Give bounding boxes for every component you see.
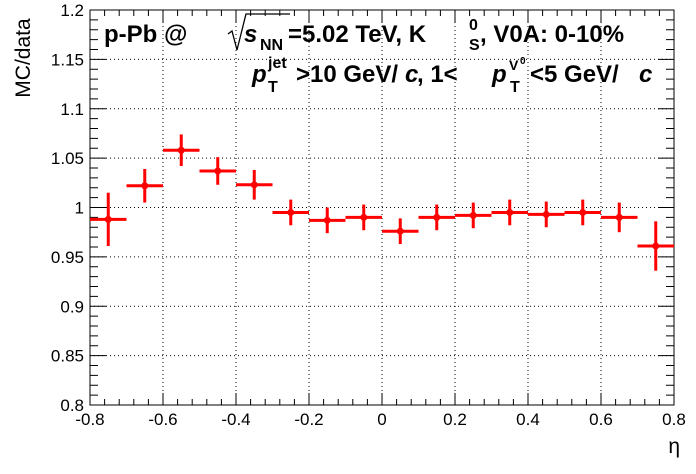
point-marker <box>396 227 404 235</box>
point-marker <box>652 242 660 250</box>
y-tick-label: 1 <box>75 199 84 218</box>
data-point <box>637 221 674 271</box>
point-marker <box>433 213 441 221</box>
annotation-k0-super: 0 <box>469 17 478 34</box>
x-tick-label: 0.6 <box>589 410 613 429</box>
y-tick-labels: 0.8 0.85 0.9 0.95 1 1.05 1.1 1.15 1.2 <box>51 1 84 415</box>
sqrt-sign <box>227 13 290 51</box>
annotation-pt-v0: p <box>491 61 507 88</box>
annotation-k0-sub: S <box>469 37 480 54</box>
data-point <box>491 199 528 226</box>
y-tick-label: 1.1 <box>60 100 84 119</box>
annotation-c-1: c <box>405 61 418 88</box>
y-tick-label: 0.95 <box>51 248 84 267</box>
annotation-range-start: , 1< <box>417 61 458 88</box>
x-tick-label: 0.4 <box>516 410 540 429</box>
point-marker <box>469 211 477 219</box>
point-marker <box>615 213 623 221</box>
annotation-jet-cut: >10 GeV/ <box>296 61 398 88</box>
data-points <box>90 134 674 271</box>
data-point <box>382 218 419 245</box>
x-tick-labels: -0.8 -0.6 -0.4 -0.2 0 0.2 0.4 0.6 0.8 <box>75 410 685 429</box>
point-marker <box>506 208 514 216</box>
x-tick-label: -0.2 <box>294 410 323 429</box>
data-point <box>163 134 200 167</box>
annotation-t-sub-1: T <box>268 79 278 96</box>
data-point <box>601 202 638 233</box>
annotation-v0-super: 0 <box>520 56 526 67</box>
x-tick-label: -0.8 <box>75 410 104 429</box>
data-point <box>126 168 163 203</box>
annotation-energy: =5.02 TeV, K <box>288 21 427 48</box>
point-marker <box>579 208 587 216</box>
x-tick-label: 0 <box>377 410 386 429</box>
annotation-s: s <box>244 21 257 48</box>
annotation-t-sub-2: T <box>510 79 520 96</box>
point-marker <box>250 181 258 189</box>
point-marker <box>323 216 331 224</box>
axis-ticks <box>89 9 675 406</box>
point-marker <box>104 215 112 223</box>
annotation-v-super: V <box>509 57 519 73</box>
y-tick-label: 1.2 <box>60 1 84 20</box>
annotation-line2: p jet T >10 GeV/ c , 1< p V 0 T <5 GeV/ … <box>251 55 652 96</box>
annotation-centrality: , V0A: 0-10% <box>480 21 624 48</box>
data-point <box>199 157 236 185</box>
point-marker <box>177 146 185 154</box>
x-tick-label: 0.2 <box>443 410 467 429</box>
annotation-c-2: c <box>639 61 652 88</box>
data-point <box>236 169 273 200</box>
data-point <box>345 204 382 231</box>
y-axis-title: MC/data <box>12 18 35 98</box>
point-marker <box>542 210 550 218</box>
annotation-line1: p-Pb @ s NN =5.02 TeV, K 0 S , V0A: 0-10… <box>104 13 624 54</box>
annotation-range-end: <5 GeV/ <box>530 61 619 88</box>
x-tick-label: 0.8 <box>662 410 686 429</box>
annotation-nn: NN <box>260 37 283 54</box>
y-tick-label: 0.9 <box>60 297 84 316</box>
data-point <box>418 204 455 231</box>
point-marker <box>360 213 368 221</box>
point-marker <box>287 208 295 216</box>
point-marker <box>214 167 222 175</box>
y-tick-label: 0.8 <box>60 396 84 415</box>
annotation-collision: p-Pb @ <box>104 21 187 48</box>
x-tick-label: -0.4 <box>221 410 250 429</box>
grid <box>90 10 674 405</box>
x-axis-title: η <box>668 435 680 458</box>
y-tick-label: 1.15 <box>51 50 84 69</box>
y-tick-label: 1.05 <box>51 149 84 168</box>
x-tick-label: -0.6 <box>148 410 177 429</box>
data-point <box>272 199 309 226</box>
y-tick-label: 0.85 <box>51 347 84 366</box>
data-point <box>90 192 127 247</box>
annotation-jet-super: jet <box>267 55 287 72</box>
data-point <box>309 207 346 234</box>
annotation-pt-jet: p <box>251 61 267 88</box>
point-marker <box>141 182 149 190</box>
data-point <box>528 201 565 228</box>
data-point <box>455 202 492 229</box>
data-point <box>564 199 601 226</box>
